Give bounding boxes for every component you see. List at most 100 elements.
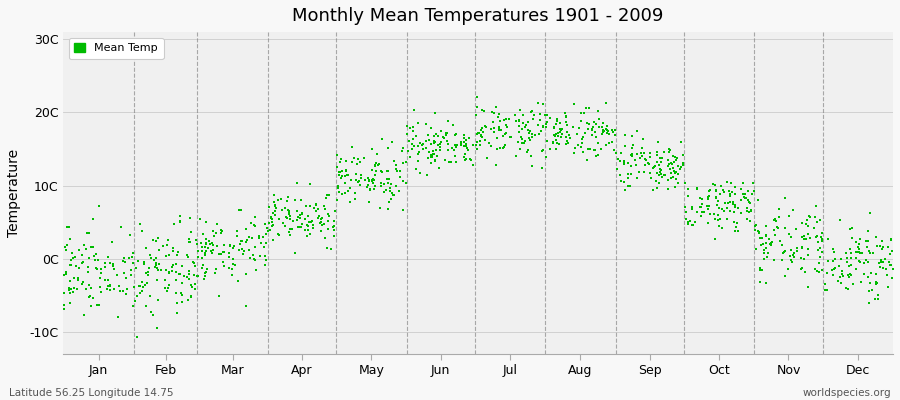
- Point: [486, 124, 500, 131]
- Point: [577, 110, 591, 116]
- Point: [234, 238, 248, 244]
- Point: [875, 246, 889, 252]
- Point: [509, 118, 524, 124]
- Point: [169, 252, 184, 258]
- Point: [353, 181, 367, 188]
- Point: [809, 234, 824, 240]
- Point: [428, 157, 442, 164]
- Point: [223, 243, 238, 249]
- Point: [759, 223, 773, 229]
- Point: [535, 165, 549, 171]
- Point: [874, 258, 888, 265]
- Point: [586, 124, 600, 130]
- Point: [177, 273, 192, 280]
- Point: [456, 154, 471, 161]
- Point: [400, 159, 414, 165]
- Point: [540, 118, 554, 125]
- Point: [490, 135, 504, 142]
- Point: [832, 262, 846, 269]
- Point: [726, 219, 741, 225]
- Point: [191, 272, 205, 279]
- Point: [84, 303, 98, 309]
- Point: [400, 131, 414, 137]
- Point: [447, 147, 462, 153]
- Point: [405, 141, 419, 147]
- Point: [60, 241, 75, 248]
- Point: [849, 266, 863, 272]
- Point: [354, 158, 368, 165]
- Point: [211, 243, 225, 249]
- Point: [613, 158, 627, 164]
- Point: [199, 268, 213, 275]
- Point: [873, 243, 887, 250]
- Point: [302, 227, 316, 233]
- Point: [664, 175, 679, 182]
- Point: [198, 273, 212, 280]
- Point: [860, 238, 875, 244]
- Point: [842, 263, 856, 269]
- Point: [596, 129, 610, 135]
- Point: [81, 264, 95, 270]
- Point: [676, 162, 690, 169]
- Point: [621, 183, 635, 189]
- Point: [150, 325, 165, 332]
- Point: [701, 194, 716, 200]
- Point: [757, 247, 771, 254]
- Point: [628, 162, 643, 168]
- Point: [434, 128, 448, 134]
- Point: [161, 285, 176, 292]
- Point: [811, 247, 825, 254]
- Point: [839, 250, 853, 256]
- Point: [198, 252, 212, 258]
- Point: [447, 153, 462, 159]
- Point: [729, 224, 743, 230]
- Point: [180, 274, 194, 280]
- Point: [657, 172, 671, 178]
- Point: [768, 216, 782, 222]
- Point: [598, 100, 613, 107]
- Point: [212, 293, 227, 300]
- Point: [667, 159, 681, 165]
- Point: [300, 232, 314, 239]
- Point: [262, 204, 276, 210]
- Point: [522, 130, 536, 137]
- Point: [492, 127, 507, 133]
- Point: [239, 239, 254, 245]
- Point: [610, 156, 625, 162]
- Point: [500, 124, 514, 130]
- Point: [433, 147, 447, 154]
- Point: [76, 279, 90, 285]
- Point: [801, 284, 815, 290]
- Point: [530, 100, 544, 106]
- Point: [647, 164, 662, 170]
- Point: [305, 217, 320, 224]
- Point: [737, 194, 751, 200]
- Point: [270, 231, 284, 238]
- Point: [637, 169, 652, 176]
- Point: [605, 139, 619, 146]
- Point: [58, 246, 73, 253]
- Point: [87, 253, 102, 259]
- Point: [374, 168, 389, 174]
- Point: [479, 123, 493, 130]
- Point: [862, 210, 877, 216]
- Point: [334, 175, 348, 181]
- Point: [114, 224, 129, 230]
- Point: [742, 209, 757, 215]
- Point: [57, 306, 71, 312]
- Point: [580, 157, 594, 163]
- Point: [123, 272, 138, 279]
- Point: [278, 222, 293, 229]
- Point: [663, 160, 678, 166]
- Point: [862, 248, 877, 254]
- Point: [248, 214, 262, 220]
- Point: [661, 186, 675, 192]
- Point: [295, 221, 310, 227]
- Point: [283, 226, 297, 232]
- Point: [713, 216, 727, 222]
- Point: [868, 296, 883, 302]
- Point: [559, 119, 573, 125]
- Point: [574, 110, 589, 116]
- Point: [203, 248, 218, 254]
- Point: [258, 240, 273, 246]
